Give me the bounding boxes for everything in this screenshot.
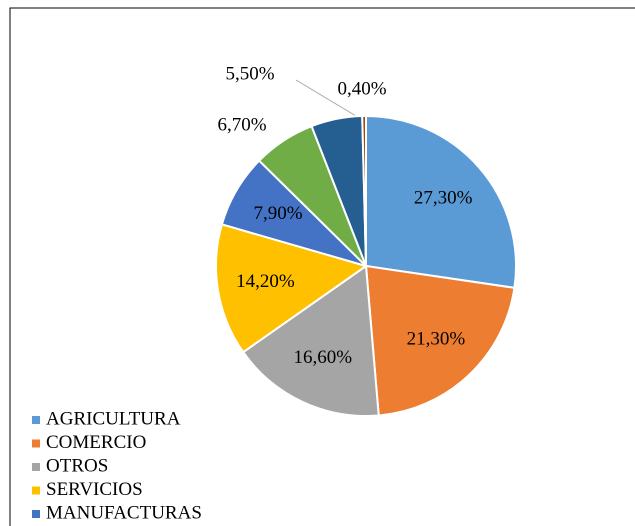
legend-swatch bbox=[32, 416, 40, 424]
data-label: 16,60% bbox=[294, 347, 353, 368]
data-label: 0,40% bbox=[337, 78, 386, 99]
legend-label: COMERCIO bbox=[46, 432, 146, 453]
data-label: 7,90% bbox=[253, 203, 302, 224]
pie-slice bbox=[361, 114, 367, 267]
pie-slice bbox=[364, 264, 516, 417]
data-label: 5,50% bbox=[225, 63, 274, 84]
legend-label: SERVICIOS bbox=[46, 479, 143, 500]
pie-slice bbox=[215, 223, 369, 354]
data-label: 27,30% bbox=[414, 188, 473, 209]
leader-line bbox=[295, 79, 357, 117]
legend-swatch bbox=[32, 486, 40, 495]
legend-label: AGRICULTURA bbox=[46, 408, 181, 429]
legend-swatch bbox=[32, 463, 40, 471]
legend-label: MANUFACTURAS bbox=[46, 502, 202, 523]
data-label: 14,20% bbox=[236, 271, 295, 292]
pie-slice bbox=[241, 264, 380, 417]
legend-swatch bbox=[32, 439, 40, 448]
pie-slice bbox=[365, 114, 517, 289]
data-label: 21,30% bbox=[407, 329, 466, 350]
legend-label: OTROS bbox=[46, 455, 108, 476]
data-label: 6,70% bbox=[217, 114, 266, 135]
legend-swatch bbox=[32, 510, 40, 518]
